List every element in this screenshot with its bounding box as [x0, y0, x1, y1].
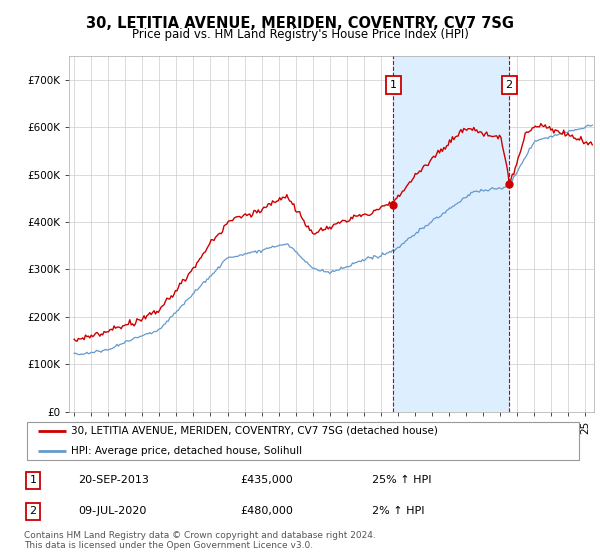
- Text: 20-SEP-2013: 20-SEP-2013: [78, 475, 149, 486]
- Text: 2: 2: [506, 80, 512, 90]
- Bar: [393, 56, 509, 412]
- Text: 30, LETITIA AVENUE, MERIDEN, COVENTRY, CV7 7SG: 30, LETITIA AVENUE, MERIDEN, COVENTRY, C…: [86, 16, 514, 31]
- Text: 1: 1: [390, 80, 397, 90]
- Text: 30, LETITIA AVENUE, MERIDEN, COVENTRY, CV7 7SG (detached house): 30, LETITIA AVENUE, MERIDEN, COVENTRY, C…: [71, 426, 439, 436]
- Text: 1: 1: [29, 475, 37, 486]
- FancyBboxPatch shape: [27, 422, 579, 460]
- Text: Price paid vs. HM Land Registry's House Price Index (HPI): Price paid vs. HM Land Registry's House …: [131, 28, 469, 41]
- Text: HPI: Average price, detached house, Solihull: HPI: Average price, detached house, Soli…: [71, 446, 302, 455]
- Text: £480,000: £480,000: [240, 506, 293, 516]
- Text: 2% ↑ HPI: 2% ↑ HPI: [372, 506, 425, 516]
- Text: 2: 2: [29, 506, 37, 516]
- Text: 09-JUL-2020: 09-JUL-2020: [78, 506, 146, 516]
- Text: 25% ↑ HPI: 25% ↑ HPI: [372, 475, 431, 486]
- Text: Contains HM Land Registry data © Crown copyright and database right 2024.
This d: Contains HM Land Registry data © Crown c…: [24, 531, 376, 550]
- Text: £435,000: £435,000: [240, 475, 293, 486]
